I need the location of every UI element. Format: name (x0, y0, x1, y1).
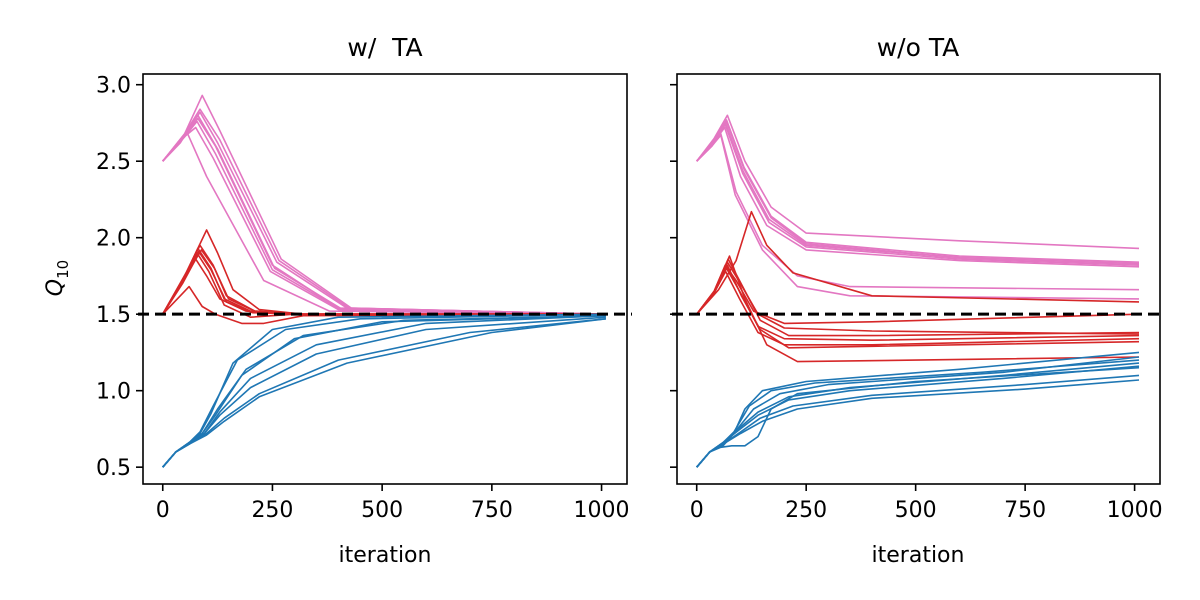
right-series-group (696, 114, 1140, 468)
left-y-tick-label-2: 1.5 (96, 303, 131, 328)
left-y-tick-label-1: 1.0 (96, 380, 131, 405)
right-chart-panel: w/o TA 0 250 500 750 1000 iteration (670, 33, 1165, 568)
left-chart-title: w/ TA (347, 33, 422, 62)
right-axes-frame (676, 73, 1161, 485)
right-series-line-22 (696, 366, 1140, 468)
right-x-tick-label-2: 500 (895, 498, 937, 523)
left-series-group (162, 94, 606, 468)
right-tick-group: 0 250 500 750 1000 (670, 83, 1163, 523)
right-x-axis-label: iteration (872, 543, 965, 568)
right-x-tick-label-4: 1000 (1107, 498, 1163, 523)
left-axes-frame (142, 73, 628, 485)
right-series-line-23 (696, 359, 1140, 468)
left-x-tick-label-0: 0 (156, 498, 170, 523)
left-x-axis-label: iteration (339, 543, 432, 568)
right-x-tick-label-0: 0 (690, 498, 704, 523)
right-series-line-0 (696, 114, 1140, 250)
left-y-axis-label: Q10 (43, 260, 72, 296)
right-series-line-4 (696, 126, 1140, 268)
left-y-tick-label-0: 0.5 (96, 456, 131, 481)
right-series-line-15 (696, 255, 1140, 363)
right-series-line-8 (696, 210, 1140, 315)
left-y-tick-label-4: 2.5 (96, 150, 131, 175)
left-series-line-7 (162, 120, 606, 315)
right-chart-title: w/o TA (877, 33, 960, 62)
left-series-line-4 (162, 131, 606, 315)
left-y-tick-label-3: 2.0 (96, 227, 131, 252)
left-y-axis-label-main: Q (43, 279, 68, 296)
left-series-line-15 (162, 250, 606, 315)
right-series-line-5 (696, 120, 1140, 265)
right-x-tick-label-1: 250 (785, 498, 827, 523)
left-series-line-23 (162, 318, 606, 468)
left-x-tick-label-2: 500 (361, 498, 403, 523)
left-y-axis-label-subscript: 10 (54, 260, 72, 279)
left-x-tick-label-3: 750 (471, 498, 513, 523)
right-x-tick-label-3: 750 (1004, 498, 1046, 523)
left-chart-panel: w/ TA 0 250 500 750 1000 0.5 1.0 1.5 2.0 2.5 3.0 i… (43, 33, 632, 568)
left-series-line-6 (162, 108, 606, 315)
left-y-tick-label-5: 3.0 (96, 74, 131, 99)
left-tick-group: 0 250 500 750 1000 0.5 1.0 1.5 2.0 2.5 3.0 (96, 74, 630, 523)
left-x-tick-label-1: 250 (251, 498, 293, 523)
left-x-tick-label-4: 1000 (574, 498, 630, 523)
